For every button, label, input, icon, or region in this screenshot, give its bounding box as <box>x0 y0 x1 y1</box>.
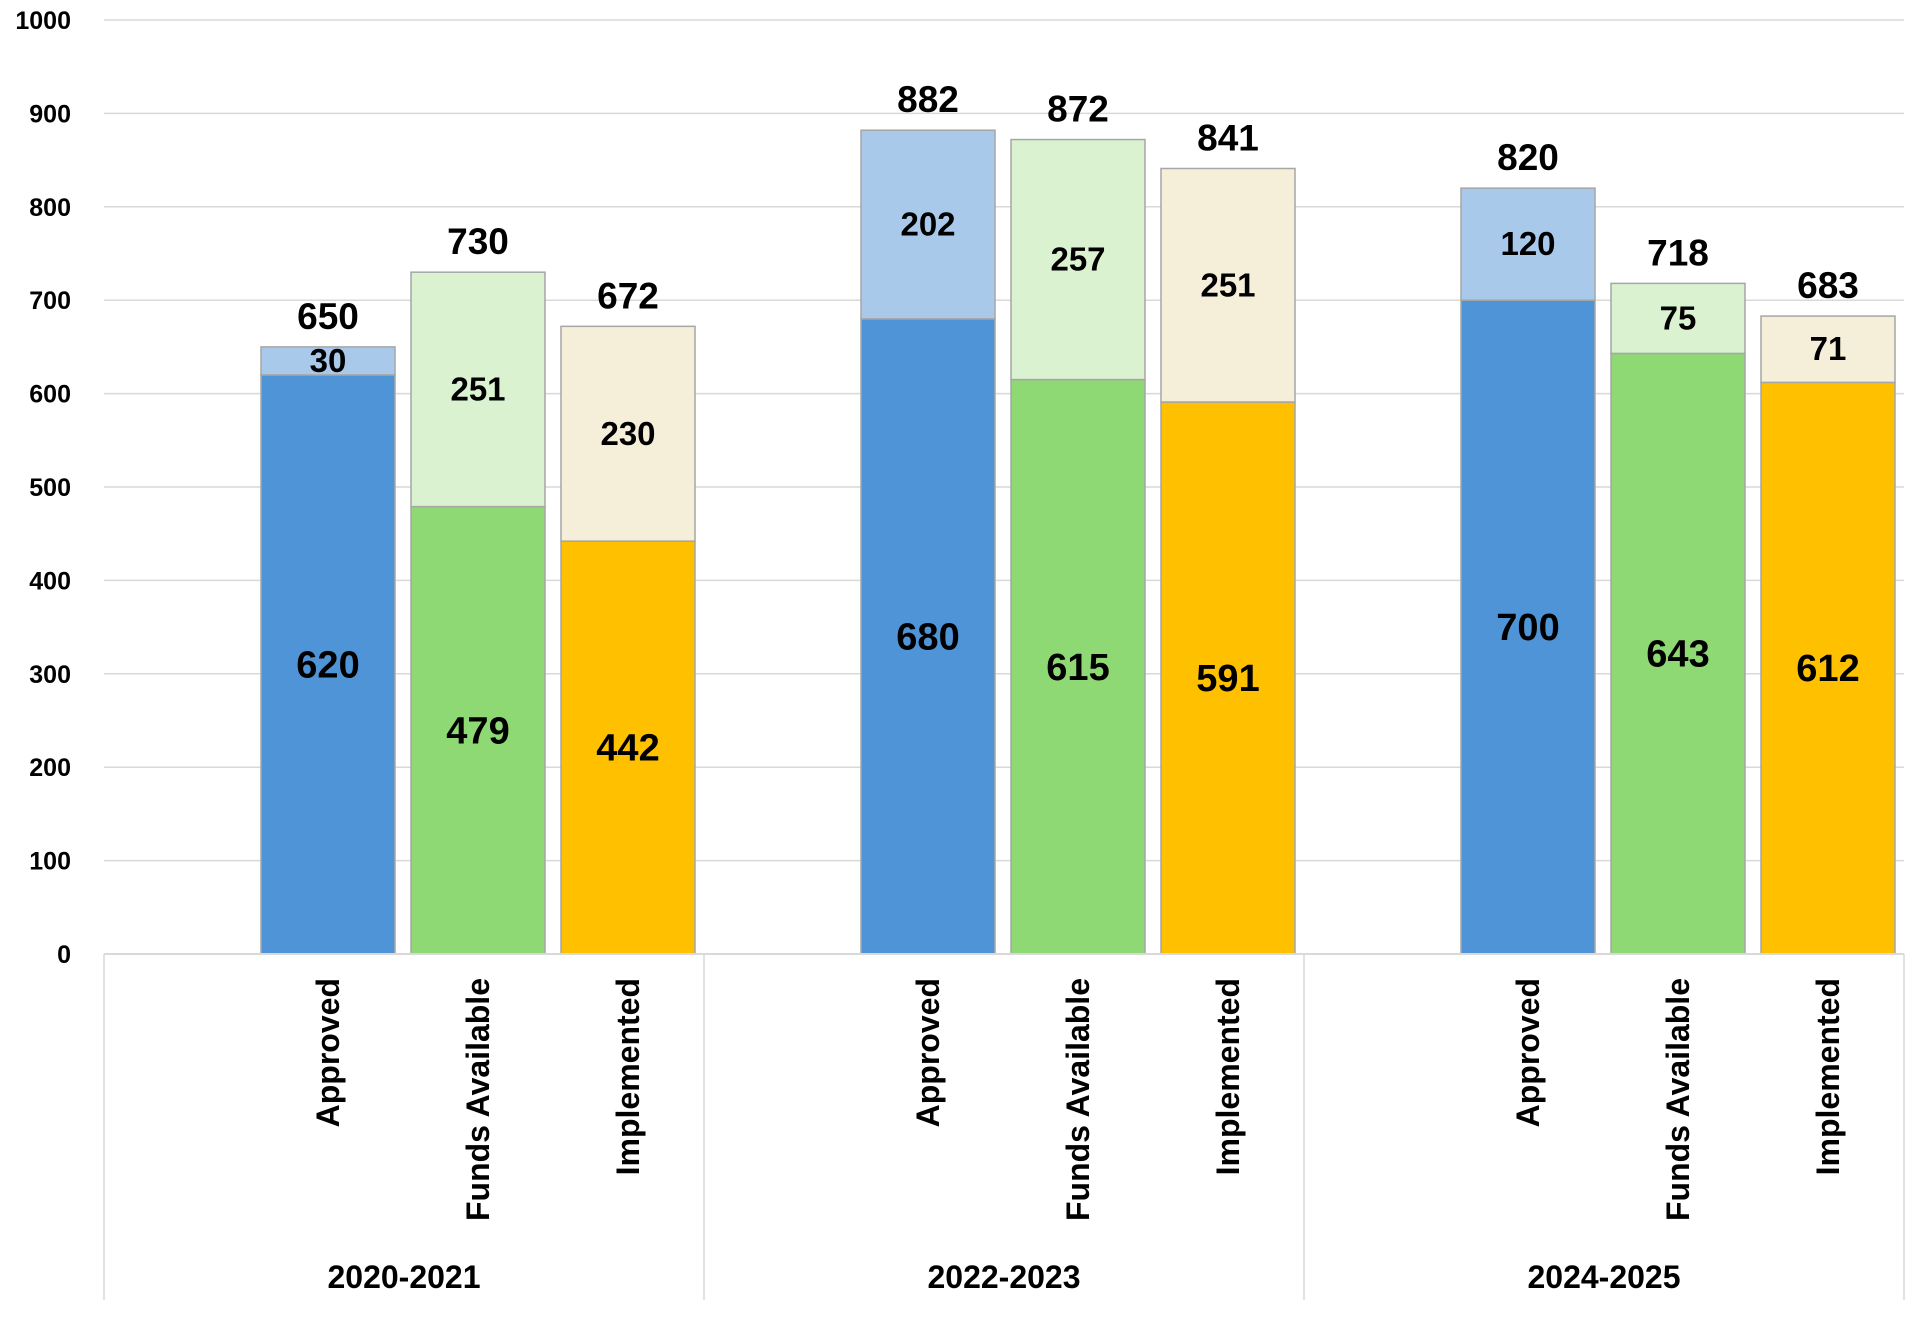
bar-total-label: 730 <box>447 221 509 262</box>
category-label: Implemented <box>610 978 646 1175</box>
category-label: Approved <box>910 978 946 1127</box>
category-label: Funds Available <box>1060 978 1096 1221</box>
bar-base-value-label: 700 <box>1496 607 1559 649</box>
gridlines <box>104 19 1904 862</box>
y-tick-label: 600 <box>29 381 71 409</box>
bar-top-value-label: 230 <box>600 415 655 452</box>
bar-total-label: 650 <box>297 296 359 337</box>
bar-top-value-label: 202 <box>900 206 955 243</box>
bar-top-value-label: 251 <box>1200 266 1255 303</box>
bar-total-label: 672 <box>597 275 659 316</box>
bar-base-value-label: 615 <box>1046 647 1109 689</box>
category-label: Approved <box>1510 978 1546 1127</box>
bar-base-value-label: 612 <box>1796 648 1859 690</box>
bar-total-label: 872 <box>1047 89 1109 130</box>
bar-top-value-label: 120 <box>1500 225 1555 262</box>
bar-base-segment <box>1010 378 1146 955</box>
bar-top-value-label: 30 <box>310 342 347 379</box>
axes: 0 100 200 300 400 500 600 700 800 900 1000 Approved… <box>15 7 1905 1300</box>
bar-base-segment <box>1460 299 1596 955</box>
bar-top-segment <box>860 129 996 320</box>
bar-top-value-label: 75 <box>1660 299 1697 336</box>
data-labels: 620 30 650 479 251 730 442 230 672 680 202 882 615 25… <box>296 79 1859 769</box>
bar-base-value-label: 442 <box>596 728 659 770</box>
group-label: 2024-2025 <box>1527 1259 1680 1295</box>
bar-base-segment <box>1160 401 1296 955</box>
bar-top-segment <box>260 346 396 376</box>
bar-base-segment <box>560 540 696 955</box>
bar-top-segment <box>1610 282 1746 355</box>
group-label: 2020-2021 <box>327 1259 480 1295</box>
y-tick-label: 200 <box>29 754 71 782</box>
bar-top-segment <box>410 271 546 508</box>
y-tick-label: 700 <box>29 287 71 315</box>
category-label: Approved <box>310 978 346 1127</box>
bar-total-label: 718 <box>1647 232 1709 273</box>
bar-top-segment <box>1160 167 1296 403</box>
bar-base-value-label: 591 <box>1196 658 1259 700</box>
bar-total-label: 683 <box>1797 265 1859 306</box>
y-tick-label: 0 <box>57 941 71 969</box>
bar-top-segment <box>1010 138 1146 381</box>
y-tick-label: 900 <box>29 100 71 128</box>
bar-top-segment <box>560 325 696 542</box>
bar-top-value-label: 257 <box>1050 241 1105 278</box>
category-label: Implemented <box>1810 978 1846 1175</box>
bar-top-segment <box>1460 187 1596 301</box>
bars <box>260 129 1896 955</box>
bar-base-value-label: 680 <box>896 616 959 658</box>
bar-base-value-label: 643 <box>1646 634 1709 676</box>
bar-total-label: 841 <box>1197 118 1259 159</box>
bar-top-value-label: 71 <box>1810 330 1847 367</box>
y-tick-label: 300 <box>29 661 71 689</box>
category-label: Funds Available <box>1660 978 1696 1221</box>
y-tick-label: 100 <box>29 848 71 876</box>
bar-base-segment <box>860 318 996 955</box>
bar-total-label: 820 <box>1497 137 1559 178</box>
bar-top-value-label: 251 <box>450 370 505 407</box>
y-tick-label: 1000 <box>15 7 71 35</box>
bar-total-label: 882 <box>897 79 959 120</box>
group-label: 2022-2023 <box>927 1259 1080 1295</box>
category-label: Implemented <box>1210 978 1246 1175</box>
y-tick-label: 400 <box>29 567 71 595</box>
bar-base-value-label: 620 <box>296 644 359 686</box>
category-label: Funds Available <box>460 978 496 1221</box>
y-tick-label: 800 <box>29 194 71 222</box>
bar-base-value-label: 479 <box>446 710 509 752</box>
bar-top-segment <box>1760 315 1896 384</box>
y-tick-label: 500 <box>29 474 71 502</box>
